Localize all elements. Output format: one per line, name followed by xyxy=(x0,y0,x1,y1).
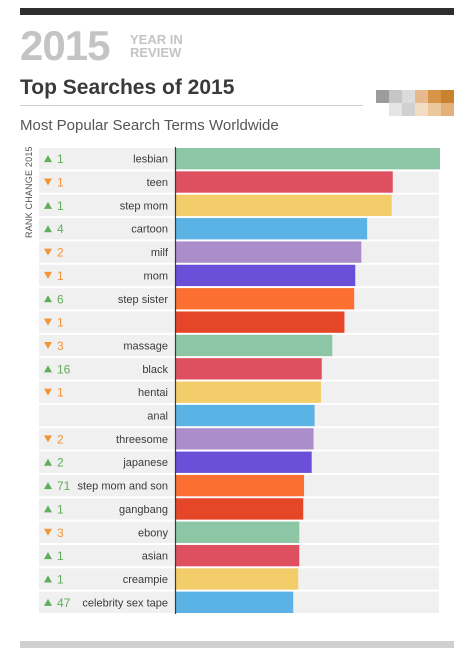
category-label: hentai xyxy=(138,387,168,399)
category-label: gangbang xyxy=(119,504,168,516)
pixel-swatch xyxy=(441,103,454,116)
bar xyxy=(176,218,368,240)
category-label: asian xyxy=(142,551,168,563)
category-label: teen xyxy=(147,177,168,189)
rank-change-value: 16 xyxy=(57,362,71,376)
rank-down-icon xyxy=(44,388,52,396)
category-label: lesbian xyxy=(133,154,168,166)
category-label: threesome xyxy=(116,434,168,446)
rank-up-icon xyxy=(44,575,52,583)
bar xyxy=(176,568,299,590)
category-label: creampie xyxy=(123,574,168,586)
bar xyxy=(176,171,393,193)
bar xyxy=(176,241,362,263)
tagline-line-1: YEAR IN xyxy=(130,32,183,47)
rank-down-icon xyxy=(44,435,52,443)
rank-up-icon xyxy=(44,201,52,209)
pixel-swatch xyxy=(402,103,415,116)
rank-down-icon xyxy=(44,318,52,326)
rank-up-icon xyxy=(44,458,52,466)
bar xyxy=(176,148,440,170)
bar xyxy=(176,358,322,380)
category-label: massage xyxy=(123,340,168,352)
bar xyxy=(176,334,333,357)
rank-up-icon xyxy=(44,552,52,560)
rank-up-icon xyxy=(44,225,52,233)
rank-up-icon xyxy=(44,295,52,303)
rank-up-icon xyxy=(44,505,52,513)
bar xyxy=(176,544,300,567)
rank-up-icon xyxy=(44,365,52,373)
category-label: step mom xyxy=(120,200,168,212)
rank-change-value: 1 xyxy=(57,549,64,563)
rank-change-value: 1 xyxy=(57,176,64,190)
category-label: cartoon xyxy=(131,224,168,236)
year-in-review-tag: YEAR IN REVIEW xyxy=(130,33,200,59)
pixel-swatch xyxy=(389,90,402,103)
rank-change-value: 3 xyxy=(57,526,64,540)
rank-change-value: 47 xyxy=(57,596,71,610)
pixel-swatch xyxy=(389,103,402,116)
rank-change-value: 1 xyxy=(57,316,64,330)
rank-down-icon xyxy=(44,248,52,256)
bar xyxy=(176,404,315,427)
chart-subtitle: Most Popular Search Terms Worldwide xyxy=(20,117,279,134)
bar xyxy=(176,194,392,217)
category-label: japanese xyxy=(122,457,168,469)
bar xyxy=(176,474,305,497)
category-label: step mom and son xyxy=(78,481,169,493)
pixel-swatch xyxy=(415,90,428,103)
bar xyxy=(176,311,345,333)
rank-change-value: 1 xyxy=(57,152,64,166)
rank-up-icon xyxy=(44,598,52,606)
rank-up-icon xyxy=(44,155,52,163)
pixel-swatch xyxy=(428,103,441,116)
category-label: mom xyxy=(144,270,168,282)
rank-down-icon xyxy=(44,528,52,536)
rank-change-value: 3 xyxy=(57,339,64,353)
bar xyxy=(176,428,314,450)
pixel-swatch xyxy=(376,90,389,103)
category-label: anal xyxy=(147,411,168,423)
rank-change-value: 1 xyxy=(57,572,64,586)
rank-change-value: 1 xyxy=(57,386,64,400)
rank-change-value: 71 xyxy=(57,479,71,493)
bar xyxy=(176,591,294,613)
year-logo: 2015 xyxy=(20,22,110,69)
bar xyxy=(176,264,356,287)
rank-change-value: 1 xyxy=(57,502,64,516)
bar xyxy=(176,451,312,473)
page-title: Top Searches of 2015 xyxy=(20,76,235,99)
tagline-line-2: REVIEW xyxy=(130,45,182,60)
category-label: milf xyxy=(151,247,169,259)
rank-change-value: 1 xyxy=(57,199,64,213)
rank-change-value: 1 xyxy=(57,269,64,283)
bar xyxy=(176,521,300,543)
rank-change-value: 2 xyxy=(57,456,64,470)
category-label: step sister xyxy=(118,294,168,306)
bar xyxy=(176,288,355,310)
rank-down-icon xyxy=(44,271,52,279)
rank-change-value: 2 xyxy=(57,432,64,446)
rank-change-value: 6 xyxy=(57,292,64,306)
rank-up-icon xyxy=(44,482,52,490)
title-divider xyxy=(20,105,363,106)
rank-change-value: 2 xyxy=(57,246,64,260)
top-bar xyxy=(20,8,454,15)
pixel-swatch xyxy=(428,90,441,103)
category-label: celebrity sex tape xyxy=(82,597,168,609)
rank-change-value: 4 xyxy=(57,222,64,236)
rank-down-icon xyxy=(44,178,52,186)
pixel-swatch xyxy=(402,90,415,103)
pixel-swatch xyxy=(441,90,454,103)
bar xyxy=(176,498,304,520)
category-label: black xyxy=(142,364,168,376)
rank-down-icon xyxy=(44,341,52,349)
category-label: ebony xyxy=(138,527,168,539)
bottom-bar xyxy=(20,641,454,648)
pixel-swatch xyxy=(415,103,428,116)
bar xyxy=(176,381,321,403)
